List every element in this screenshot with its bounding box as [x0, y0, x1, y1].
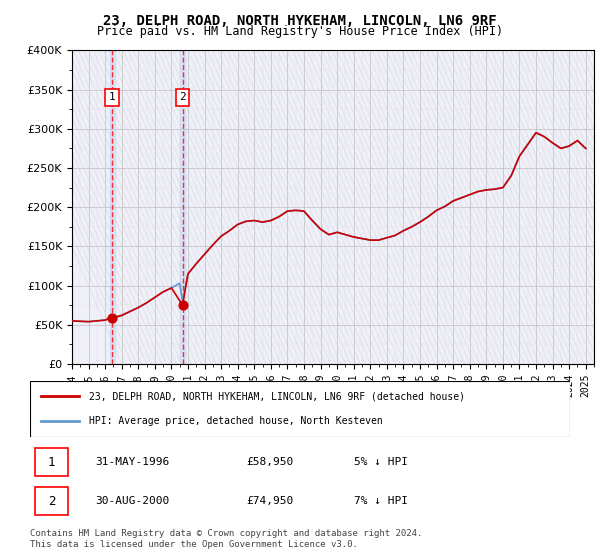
Point: [107, 313, 117, 322]
Bar: [110, 50, 115, 364]
Text: 23, DELPH ROAD, NORTH HYKEHAM, LINCOLN, LN6 9RF: 23, DELPH ROAD, NORTH HYKEHAM, LINCOLN, …: [103, 14, 497, 28]
Text: 5% ↓ HPI: 5% ↓ HPI: [354, 457, 408, 467]
FancyBboxPatch shape: [30, 381, 570, 437]
Text: 30-AUG-2000: 30-AUG-2000: [95, 496, 169, 506]
Text: £74,950: £74,950: [246, 496, 293, 506]
FancyBboxPatch shape: [35, 487, 68, 515]
Text: 31-MAY-1996: 31-MAY-1996: [95, 457, 169, 467]
Text: 1: 1: [109, 92, 115, 102]
FancyBboxPatch shape: [35, 448, 68, 476]
Text: Price paid vs. HM Land Registry's House Price Index (HPI): Price paid vs. HM Land Registry's House …: [97, 25, 503, 38]
Text: HPI: Average price, detached house, North Kesteven: HPI: Average price, detached house, Nort…: [89, 416, 383, 426]
Text: 2: 2: [48, 494, 55, 508]
Text: £58,950: £58,950: [246, 457, 293, 467]
Text: 1: 1: [48, 455, 55, 469]
Text: 7% ↓ HPI: 7% ↓ HPI: [354, 496, 408, 506]
Text: 2: 2: [179, 92, 186, 102]
Point: [178, 301, 187, 310]
Bar: [180, 50, 185, 364]
Text: Contains HM Land Registry data © Crown copyright and database right 2024.
This d: Contains HM Land Registry data © Crown c…: [30, 529, 422, 549]
Text: 23, DELPH ROAD, NORTH HYKEHAM, LINCOLN, LN6 9RF (detached house): 23, DELPH ROAD, NORTH HYKEHAM, LINCOLN, …: [89, 391, 466, 402]
